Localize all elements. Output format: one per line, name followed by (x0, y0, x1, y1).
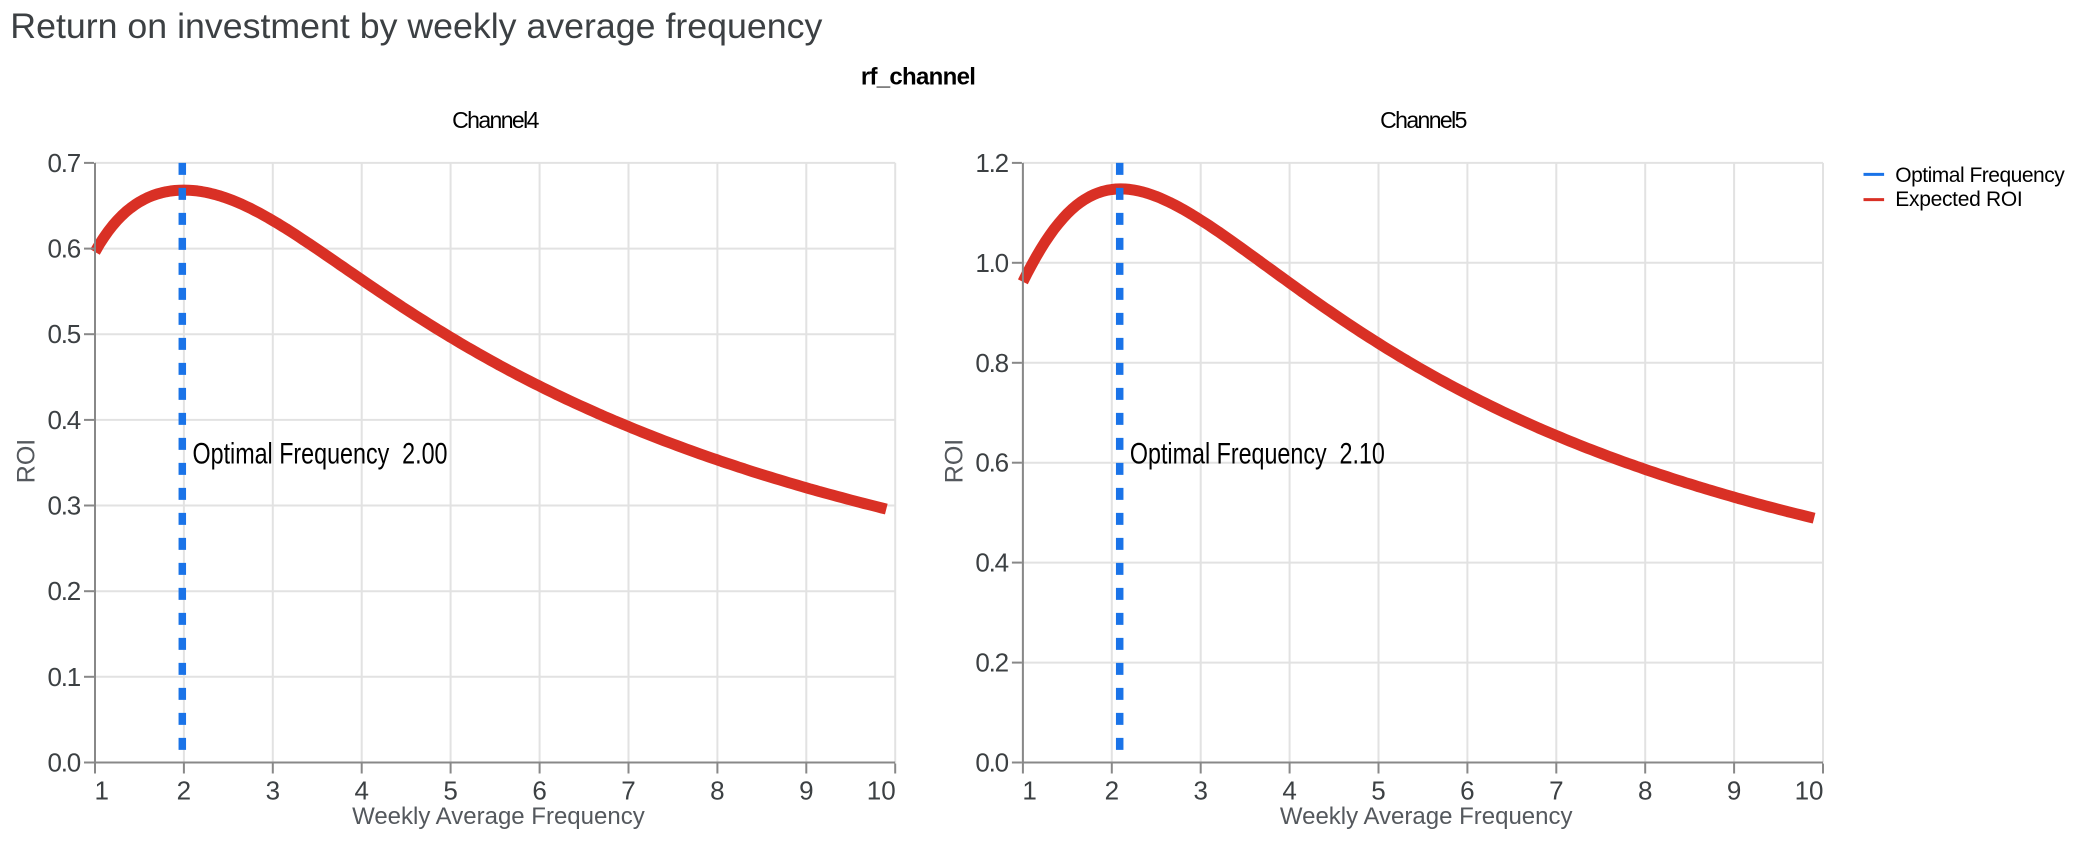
svg-text:6: 6 (1460, 776, 1474, 806)
svg-text:0.4: 0.4 (47, 405, 80, 435)
svg-text:0.8: 0.8 (975, 348, 1008, 378)
svg-text:8: 8 (710, 776, 724, 806)
svg-text:0.4: 0.4 (975, 548, 1008, 578)
svg-text:10: 10 (1795, 776, 1824, 806)
svg-text:4: 4 (1282, 776, 1296, 806)
svg-text:ROI: ROI (940, 439, 968, 483)
svg-text:0.3: 0.3 (47, 491, 80, 521)
svg-text:3: 3 (266, 776, 280, 806)
svg-text:Return on investment by weekly: Return on investment by weekly average f… (10, 7, 823, 46)
svg-text:0.5: 0.5 (47, 319, 80, 349)
svg-text:rf_channel: rf_channel (861, 64, 975, 91)
svg-text:5: 5 (443, 776, 457, 806)
svg-text:9: 9 (799, 776, 813, 806)
svg-text:Expected ROI: Expected ROI (1895, 188, 2022, 211)
svg-text:0.1: 0.1 (47, 662, 80, 692)
svg-text:1: 1 (95, 776, 109, 806)
svg-text:0.7: 0.7 (47, 148, 80, 178)
svg-text:3: 3 (1193, 776, 1207, 806)
svg-text:Optimal Frequency: Optimal Frequency (1895, 164, 2065, 187)
svg-text:Weekly Average Frequency: Weekly Average Frequency (352, 803, 645, 830)
svg-text:1.0: 1.0 (975, 248, 1008, 278)
svg-text:0.2: 0.2 (975, 648, 1008, 678)
svg-text:Weekly Average Frequency: Weekly Average Frequency (1280, 803, 1573, 830)
svg-text:0.0: 0.0 (47, 748, 80, 778)
svg-text:0.6: 0.6 (975, 448, 1008, 478)
svg-text:Channel4: Channel4 (452, 107, 539, 133)
svg-text:1: 1 (1022, 776, 1036, 806)
svg-text:1.2: 1.2 (975, 148, 1008, 178)
svg-text:10: 10 (867, 776, 896, 806)
svg-text:0.2: 0.2 (47, 576, 80, 606)
svg-text:0.0: 0.0 (975, 748, 1008, 778)
svg-text:7: 7 (621, 776, 635, 806)
svg-text:Channel5: Channel5 (1380, 107, 1466, 133)
svg-text:0.6: 0.6 (47, 234, 80, 264)
svg-text:2: 2 (1105, 776, 1119, 806)
svg-text:Optimal Frequency 2.00: Optimal Frequency 2.00 (193, 437, 448, 470)
svg-text:4: 4 (354, 776, 368, 806)
svg-text:5: 5 (1371, 776, 1385, 806)
svg-text:Optimal Frequency 2.10: Optimal Frequency 2.10 (1130, 437, 1385, 470)
svg-text:8: 8 (1638, 776, 1652, 806)
svg-text:2: 2 (177, 776, 191, 806)
svg-text:6: 6 (532, 776, 546, 806)
svg-text:9: 9 (1727, 776, 1741, 806)
svg-text:7: 7 (1549, 776, 1563, 806)
svg-text:ROI: ROI (12, 439, 40, 483)
